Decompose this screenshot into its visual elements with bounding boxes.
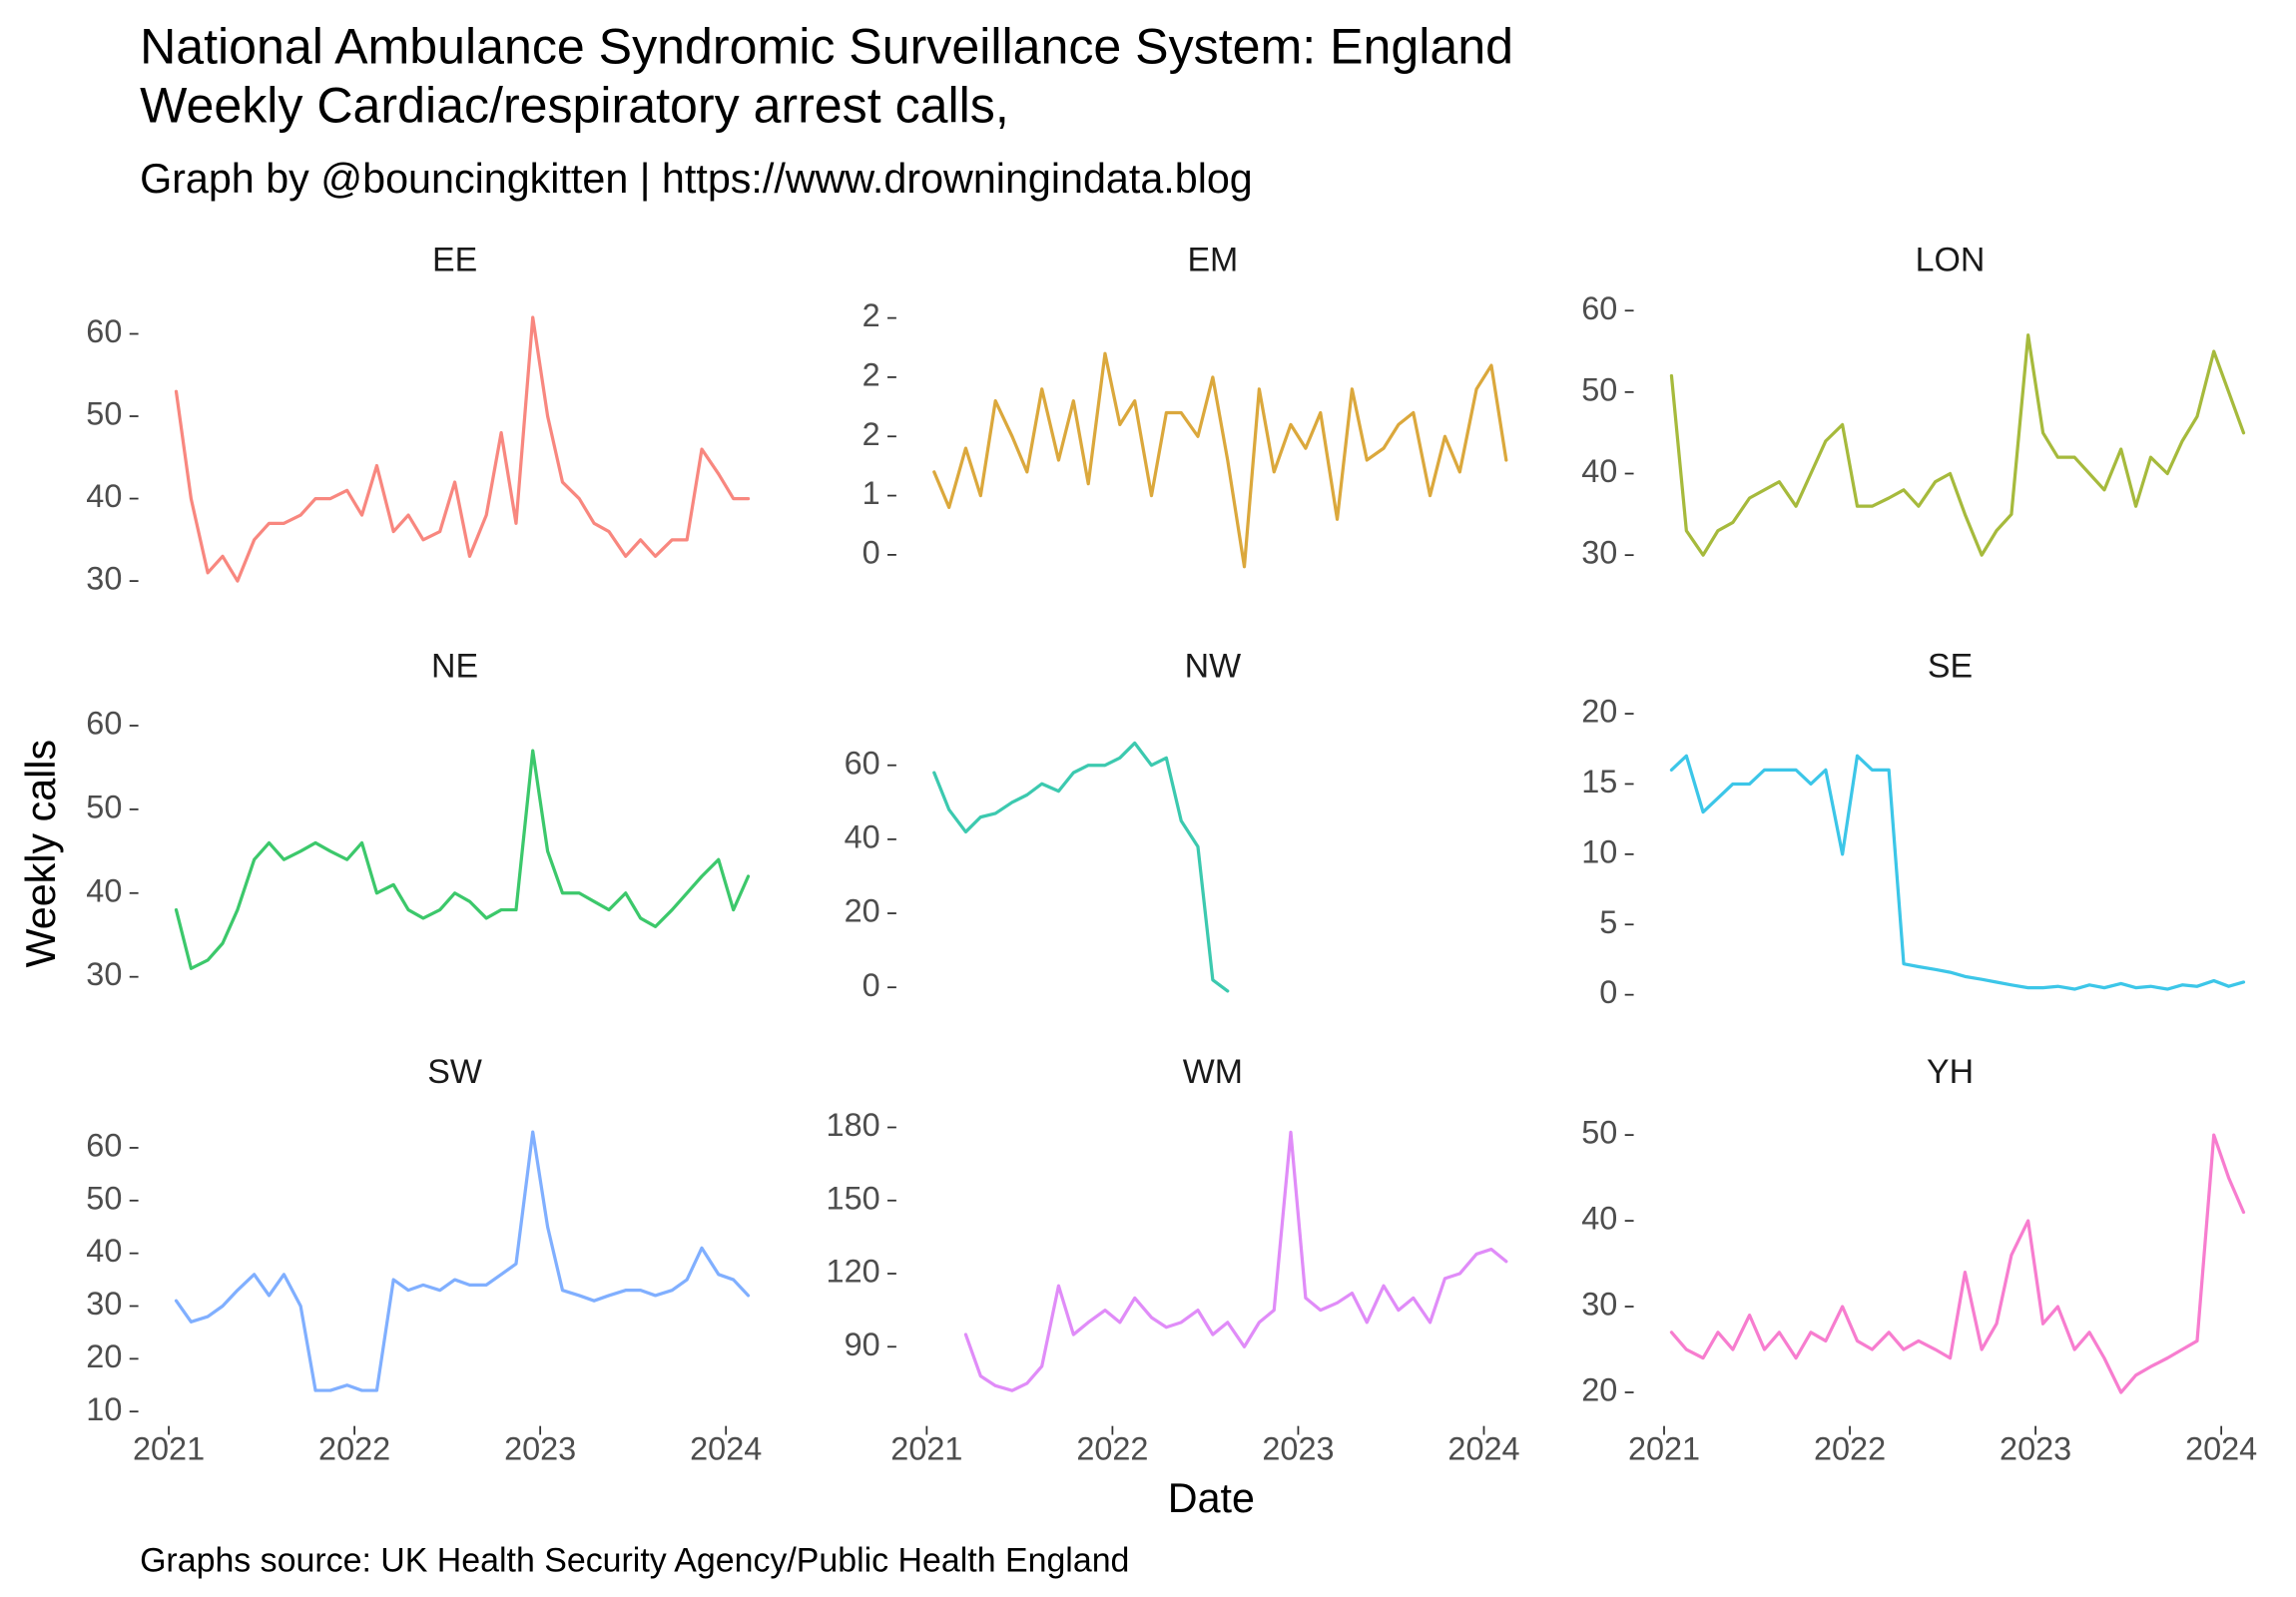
y-tick-label: 2 [862,356,880,392]
y-tick-label: 40 [86,478,122,514]
y-tick-label: 30 [1581,535,1617,571]
y-tick-label: 40 [1581,1201,1617,1237]
x-tick-label: 2024 [1447,1430,1519,1466]
series-line [932,741,1230,993]
series-line [932,351,1508,569]
y-tick-label: 60 [86,1128,122,1164]
facet-label: NW [1185,647,1241,685]
facet-label: YH [1927,1053,1974,1091]
y-tick-label: 40 [86,872,122,908]
y-tick-label: 10 [1581,833,1617,869]
y-tick-label: 2 [862,297,880,333]
series-line [963,1130,1508,1392]
facet-label: LON [1916,241,1986,278]
x-axis-title: Date [1168,1475,1255,1521]
y-tick-label: 60 [86,313,122,349]
y-tick-label: 30 [86,956,122,992]
title-line-2: Weekly Cardiac/respiratory arrest calls, [140,77,1009,133]
y-tick-label: 0 [862,534,880,570]
y-tick-label: 60 [1581,290,1617,326]
caption: Graphs source: UK Health Security Agency… [140,1542,1129,1580]
y-tick-label: 50 [86,1180,122,1216]
x-tick-label: 2022 [1814,1430,1886,1466]
y-tick-label: 20 [1581,1372,1617,1408]
y-tick-label: 5 [1599,904,1617,940]
facet-label: EE [432,241,477,278]
y-tick-label: 30 [86,1286,122,1322]
y-tick-label: 60 [86,706,122,742]
series-line [1669,754,2246,991]
series-line [174,749,751,970]
y-tick-label: 150 [827,1180,880,1216]
y-tick-label: 10 [86,1391,122,1427]
x-tick-label: 2021 [890,1430,962,1466]
y-tick-label: 50 [86,789,122,824]
y-tick-label: 20 [845,893,880,929]
series-line [174,315,751,583]
y-tick-label: 0 [862,967,880,1003]
y-tick-label: 30 [86,561,122,597]
facet-label: NE [431,647,478,685]
series-line [174,1130,751,1392]
y-tick-label: 15 [1581,764,1617,799]
y-axis-title: Weekly calls [18,740,64,968]
y-tick-label: 40 [86,1233,122,1269]
x-tick-label: 2022 [318,1430,390,1466]
y-tick-label: 60 [845,745,880,781]
y-tick-label: 2 [862,416,880,452]
y-tick-label: 20 [86,1338,122,1374]
x-tick-label: 2024 [2185,1430,2257,1466]
facet-label: SW [427,1053,482,1091]
y-tick-label: 50 [1581,371,1617,407]
subtitle: Graph by @bouncingkitten | https://www.d… [140,156,1253,202]
y-tick-label: 50 [86,396,122,432]
y-tick-label: 40 [845,818,880,854]
x-tick-label: 2023 [1262,1430,1334,1466]
facet-label: SE [1928,647,1973,685]
facet-label: WM [1183,1053,1243,1091]
x-tick-label: 2021 [133,1430,205,1466]
x-tick-label: 2024 [690,1430,762,1466]
y-tick-label: 0 [1599,974,1617,1010]
y-tick-label: 50 [1581,1115,1617,1151]
facet-label: EM [1187,241,1238,278]
x-tick-label: 2022 [1076,1430,1148,1466]
title-line-1: National Ambulance Syndromic Surveillanc… [140,18,1513,74]
x-tick-label: 2023 [504,1430,576,1466]
x-tick-label: 2021 [1628,1430,1700,1466]
series-line [1669,1133,2246,1394]
x-tick-label: 2023 [2000,1430,2071,1466]
y-tick-label: 120 [827,1254,880,1290]
y-tick-label: 180 [827,1107,880,1143]
y-tick-label: 20 [1581,694,1617,730]
y-tick-label: 1 [862,475,880,511]
y-tick-label: 90 [845,1327,880,1362]
y-tick-label: 40 [1581,453,1617,489]
series-line [1669,333,2246,557]
y-tick-label: 30 [1581,1287,1617,1323]
